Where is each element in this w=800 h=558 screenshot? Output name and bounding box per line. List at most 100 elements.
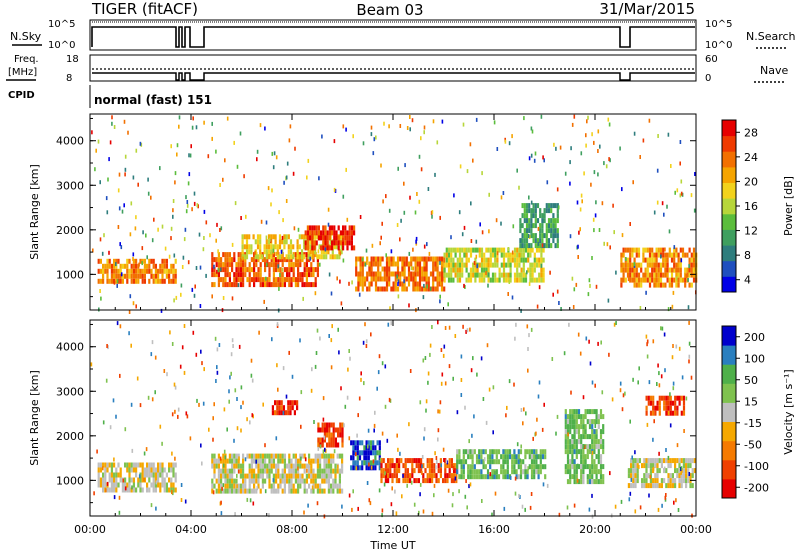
echo-cell — [656, 463, 659, 469]
echo-cell — [317, 427, 320, 433]
echo-cell — [633, 267, 636, 273]
echo-cell — [248, 473, 251, 479]
echo-cell — [124, 263, 127, 269]
echo-cell — [366, 271, 369, 277]
echo-cell — [326, 427, 329, 433]
echo-cell — [469, 464, 472, 470]
echo-cell — [635, 282, 638, 288]
echo-cell — [494, 252, 497, 258]
echo-cell — [582, 464, 585, 470]
echo-cell — [333, 235, 336, 241]
echo-cell — [292, 272, 295, 278]
x-tick-label: 00:00 — [74, 523, 106, 536]
echo-cell — [629, 247, 632, 253]
echo-cell — [132, 487, 135, 493]
echo-speck — [657, 507, 660, 512]
echo-cell — [338, 478, 341, 484]
echo-cell — [502, 267, 506, 273]
echo-cell — [325, 478, 328, 484]
colorbar-segment — [722, 245, 736, 262]
echo-cell — [316, 468, 319, 474]
echo-cell — [532, 203, 535, 209]
echo-speck — [358, 292, 361, 297]
echo-speck — [645, 290, 647, 295]
echo-cell — [521, 213, 524, 219]
echo-cell — [582, 454, 585, 460]
echo-speck — [185, 195, 187, 200]
echo-speck — [518, 185, 520, 190]
echo-cell — [425, 266, 428, 272]
echo-cell — [685, 468, 688, 474]
echo-cell — [388, 266, 391, 272]
echo-speck — [423, 436, 425, 441]
echo-cell — [525, 208, 529, 214]
echo-cell — [474, 257, 477, 263]
echo-speck — [549, 270, 551, 275]
echo-speck — [488, 192, 490, 197]
echo-cell — [327, 453, 330, 459]
echo-cell — [261, 282, 264, 288]
echo-cell — [283, 282, 286, 288]
echo-speck — [481, 171, 483, 176]
echo-cell — [593, 469, 596, 475]
echo-cell — [346, 235, 349, 241]
echo-cell — [409, 458, 412, 464]
echo-speck — [439, 260, 441, 265]
echo-cell — [533, 459, 536, 465]
echo-cell — [217, 463, 220, 469]
echo-cell — [511, 454, 514, 460]
echo-cell — [646, 262, 649, 268]
echo-cell — [577, 429, 581, 435]
echo-speck — [250, 358, 253, 363]
echo-cell — [593, 459, 596, 465]
echo-speck — [176, 143, 179, 148]
echo-speck — [693, 208, 696, 213]
echo-speck — [381, 513, 383, 518]
echo-speck — [425, 408, 427, 413]
nave-label: Nave — [760, 64, 788, 77]
echo-cell — [226, 282, 229, 288]
echo-speck — [418, 510, 420, 515]
echo-cell — [648, 257, 652, 263]
echo-speck — [285, 394, 288, 399]
echo-cell — [461, 272, 464, 278]
echo-cell — [394, 286, 397, 292]
echo-cell — [685, 458, 688, 464]
echo-cell — [524, 474, 527, 480]
echo-cell — [667, 405, 670, 411]
echo-cell — [679, 247, 682, 253]
echo-speck — [688, 320, 690, 325]
echo-cell — [303, 272, 306, 278]
echo-cell — [431, 463, 434, 469]
echo-speck — [276, 322, 279, 327]
echo-speck — [645, 479, 648, 484]
echo-speck — [99, 237, 102, 242]
echo-speck — [111, 121, 113, 126]
echo-cell — [383, 271, 386, 277]
echo-cell — [217, 458, 220, 464]
echo-speck — [216, 365, 218, 370]
echo-speck — [213, 402, 215, 407]
echo-speck — [155, 480, 158, 485]
echo-cell — [462, 474, 465, 480]
echo-speck — [551, 357, 554, 361]
echo-speck — [260, 219, 263, 224]
echo-speck — [384, 404, 387, 409]
echo-cell — [580, 454, 583, 460]
echo-speck — [280, 249, 283, 254]
nave-tick-top: 60 — [705, 54, 718, 65]
echo-cell — [496, 257, 499, 263]
echo-cell — [317, 230, 320, 236]
echo-speck — [676, 188, 679, 193]
echo-cell — [132, 268, 135, 274]
echo-cell — [328, 245, 331, 251]
echo-speck — [171, 451, 173, 456]
echo-cell — [159, 487, 162, 493]
echo-cell — [406, 468, 409, 474]
colorbar-segment — [722, 326, 736, 346]
echo-cell — [669, 478, 672, 484]
echo-cell — [257, 453, 260, 459]
echo-cell — [458, 267, 462, 273]
echo-cell — [571, 419, 574, 425]
echo-cell — [645, 405, 648, 411]
